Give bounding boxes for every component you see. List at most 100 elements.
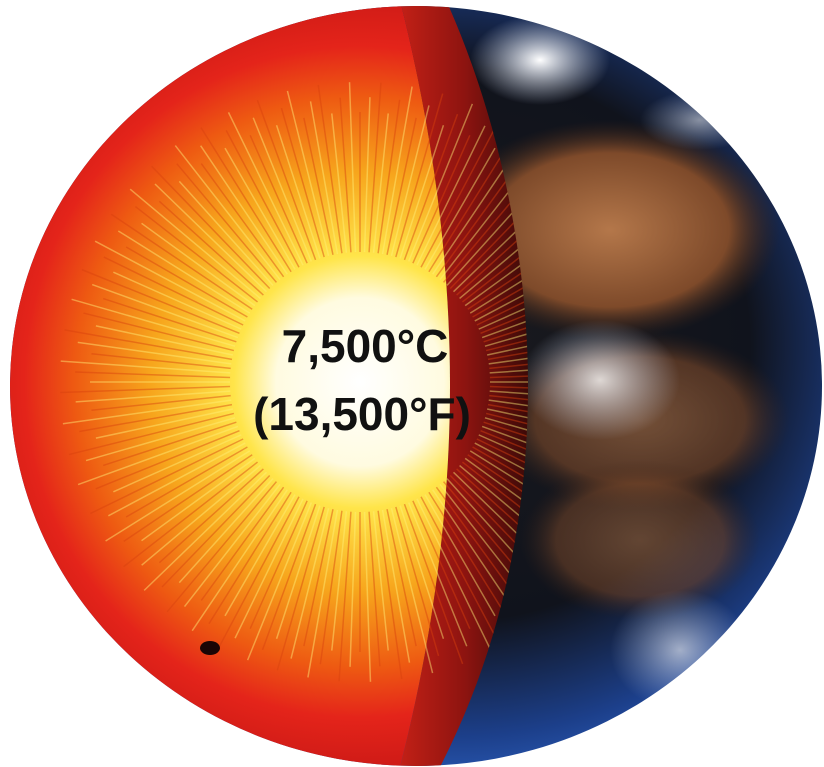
ray	[94, 240, 246, 322]
ray	[64, 329, 233, 361]
ray	[178, 478, 274, 584]
ray	[102, 421, 237, 467]
ray	[85, 417, 236, 462]
ray	[412, 135, 471, 264]
ray	[338, 511, 352, 682]
ray	[489, 390, 528, 404]
ray	[129, 188, 261, 300]
ray	[60, 360, 231, 374]
ray	[77, 341, 232, 365]
ray	[372, 511, 389, 651]
ray	[428, 139, 512, 273]
ray	[141, 222, 256, 307]
ray	[83, 312, 235, 352]
ray	[489, 361, 528, 374]
ray	[399, 124, 445, 259]
ray	[91, 283, 239, 339]
ray	[319, 510, 343, 665]
ray	[79, 403, 233, 433]
ray	[449, 474, 528, 599]
ray	[290, 507, 330, 659]
ray	[208, 491, 292, 625]
ray	[331, 113, 348, 253]
ray	[183, 483, 281, 608]
ray	[256, 99, 317, 261]
ray	[75, 390, 231, 403]
ray	[452, 173, 528, 293]
ray	[95, 325, 233, 356]
ray	[489, 353, 528, 370]
rays	[60, 82, 528, 682]
ray	[303, 117, 334, 255]
ray	[275, 505, 321, 640]
ray	[416, 498, 493, 652]
ray	[480, 430, 528, 496]
ray	[481, 425, 528, 481]
ray	[307, 509, 339, 678]
ray	[424, 494, 496, 617]
ray	[487, 408, 528, 439]
ray	[390, 105, 430, 257]
ray	[91, 353, 231, 370]
ray	[472, 246, 528, 318]
ray	[348, 82, 357, 253]
ray	[125, 246, 248, 318]
ray	[178, 180, 274, 286]
ray	[249, 500, 308, 629]
ray	[372, 113, 389, 253]
ray	[467, 222, 528, 310]
ray	[224, 494, 296, 617]
ray	[435, 486, 520, 601]
ray	[485, 308, 528, 352]
ray	[317, 84, 343, 254]
ray	[68, 412, 235, 456]
ray	[158, 468, 264, 564]
ray	[363, 97, 371, 253]
ray	[449, 176, 528, 290]
ray	[487, 403, 528, 435]
ray	[489, 370, 528, 379]
ray	[95, 430, 240, 490]
ray	[113, 434, 242, 493]
ray	[102, 297, 237, 343]
ray	[377, 99, 401, 254]
ray	[141, 457, 256, 542]
interior	[10, 6, 450, 766]
ray	[483, 297, 528, 343]
ray	[412, 500, 471, 629]
ray	[408, 103, 474, 262]
ray	[408, 502, 468, 647]
ray	[399, 505, 445, 640]
ray	[395, 93, 444, 258]
ray	[225, 130, 300, 268]
ray	[349, 511, 357, 667]
ray	[62, 399, 232, 425]
ray	[469, 222, 528, 314]
ray	[71, 298, 236, 347]
ray	[386, 117, 417, 255]
ray	[154, 183, 268, 293]
temperature-fahrenheit: (13,500°F)	[253, 388, 471, 440]
ray	[200, 486, 285, 601]
ray	[60, 385, 231, 394]
ray	[218, 496, 300, 648]
ray	[481, 278, 528, 339]
ray	[276, 506, 325, 671]
ray	[478, 271, 528, 330]
ray	[303, 509, 334, 647]
ray	[420, 116, 502, 268]
ray	[489, 385, 528, 393]
ray	[161, 474, 271, 588]
ray	[461, 196, 528, 303]
ray	[309, 101, 339, 255]
ray	[123, 461, 259, 568]
ray	[158, 200, 264, 296]
ray	[123, 454, 253, 542]
ray	[166, 481, 278, 613]
ray	[476, 438, 528, 508]
ray	[424, 147, 496, 270]
ray	[280, 107, 325, 258]
ray	[368, 511, 381, 667]
ray	[95, 408, 233, 439]
